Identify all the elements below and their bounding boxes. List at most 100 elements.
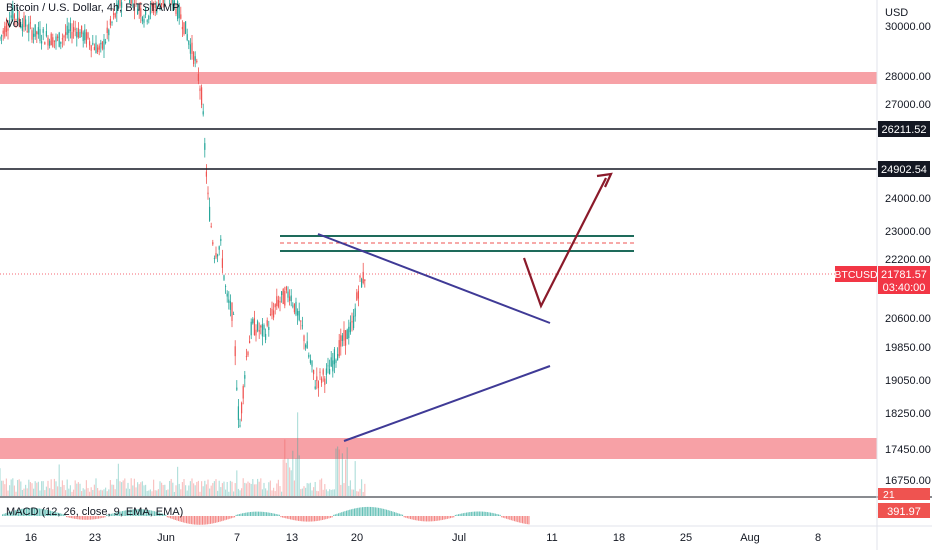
volume-bar xyxy=(196,481,198,496)
candle-body xyxy=(4,26,6,37)
candle-body xyxy=(138,5,140,11)
candle-body xyxy=(153,8,155,13)
supply-zone xyxy=(0,72,877,84)
volume-bar xyxy=(15,491,17,496)
macd-bar xyxy=(402,514,404,516)
macd-bar xyxy=(430,516,432,522)
macd-bar xyxy=(357,507,359,516)
candle-body xyxy=(348,326,350,339)
macd-bar xyxy=(309,516,311,522)
candle-body xyxy=(255,329,257,336)
candle-body xyxy=(21,24,23,31)
candle-body xyxy=(151,2,153,7)
demand-zone xyxy=(0,438,877,459)
macd-bar xyxy=(120,511,122,516)
candle-body xyxy=(343,330,345,341)
volume-bar xyxy=(329,489,331,496)
candle-body xyxy=(44,42,46,45)
macd-bar xyxy=(182,516,184,523)
candle-body xyxy=(149,5,151,15)
volume-bar xyxy=(298,455,300,496)
macd-bar xyxy=(77,516,79,520)
candle-body xyxy=(314,386,316,389)
macd-bar xyxy=(370,506,372,516)
candle-body xyxy=(109,18,111,26)
volume-bar xyxy=(162,485,164,496)
macd-badge-b: 391.97 xyxy=(887,506,921,518)
volume-bar xyxy=(127,482,129,496)
macd-bar xyxy=(10,511,12,516)
macd-bar xyxy=(504,516,506,519)
macd-bar xyxy=(219,516,221,522)
candle-body xyxy=(98,45,100,50)
macd-bar xyxy=(224,516,226,521)
candle-body xyxy=(242,386,244,399)
candle-body xyxy=(325,368,327,376)
candle-body xyxy=(282,289,284,305)
macd-bar xyxy=(176,516,178,521)
macd-bar xyxy=(26,508,28,516)
macd-bar xyxy=(269,512,271,516)
volume-bar xyxy=(313,487,315,496)
date-tick-label: 13 xyxy=(286,532,298,544)
macd-bar xyxy=(40,508,42,516)
volume-bar xyxy=(253,484,255,496)
candle-body xyxy=(141,17,143,22)
macd-bar xyxy=(160,513,162,516)
candle-body xyxy=(210,226,212,228)
candle-body xyxy=(345,330,347,346)
candle-body xyxy=(93,46,95,51)
volume-bar xyxy=(145,484,147,496)
candle-body xyxy=(229,301,231,310)
macd-bar xyxy=(72,516,74,519)
macd-bar xyxy=(27,508,29,516)
volume-bar xyxy=(231,481,233,496)
candle-body xyxy=(226,293,228,297)
candle-body xyxy=(180,14,182,19)
macd-bar xyxy=(170,516,172,519)
macd-bar xyxy=(301,516,303,522)
macd-bar xyxy=(155,511,157,516)
candle-body xyxy=(306,341,308,349)
macd-bar xyxy=(523,516,525,524)
candle-body xyxy=(237,406,239,421)
volume-bar xyxy=(191,478,193,496)
volume-bar xyxy=(167,489,169,496)
macd-bar xyxy=(99,516,101,519)
candle-body xyxy=(290,295,292,302)
macd-bar xyxy=(192,516,194,525)
macd-bar xyxy=(133,509,135,516)
macd-bar xyxy=(310,516,312,522)
macd-bar xyxy=(266,512,268,516)
macd-bar xyxy=(117,512,119,516)
price-badge-countdown: 03:40:00 xyxy=(883,282,926,294)
volume-bar xyxy=(0,468,1,496)
macd-bar xyxy=(93,516,95,520)
candle-body xyxy=(301,325,303,327)
macd-bar xyxy=(147,509,149,516)
macd-bar xyxy=(218,516,220,523)
candle-body xyxy=(84,29,86,41)
candle-body xyxy=(29,22,31,24)
candle-body xyxy=(213,258,215,259)
volume-bar xyxy=(116,478,118,496)
price-tick-label: 19850.00 xyxy=(885,342,931,354)
macd-bar xyxy=(411,516,413,520)
candle-body xyxy=(361,278,363,288)
candle-body xyxy=(45,31,47,37)
volume-bar xyxy=(49,488,51,496)
candle-body xyxy=(178,5,180,19)
macd-bar xyxy=(67,516,69,518)
volume-bar xyxy=(237,488,239,496)
volume-bar xyxy=(341,453,343,496)
macd-bar xyxy=(107,514,109,516)
macd-label: MACD (12, 26, close, 9, EMA, EMA) xyxy=(6,506,184,518)
volume-bar xyxy=(193,483,195,496)
macd-bar xyxy=(506,516,508,519)
price-axis: 30000.00 28000.00 27000.00 24000.00 23000.00… xyxy=(885,21,931,487)
volume-bar xyxy=(236,470,238,496)
price-tick-label: 28000.00 xyxy=(885,71,931,83)
date-tick-label: Aug xyxy=(740,532,760,544)
candle-body xyxy=(129,0,131,4)
